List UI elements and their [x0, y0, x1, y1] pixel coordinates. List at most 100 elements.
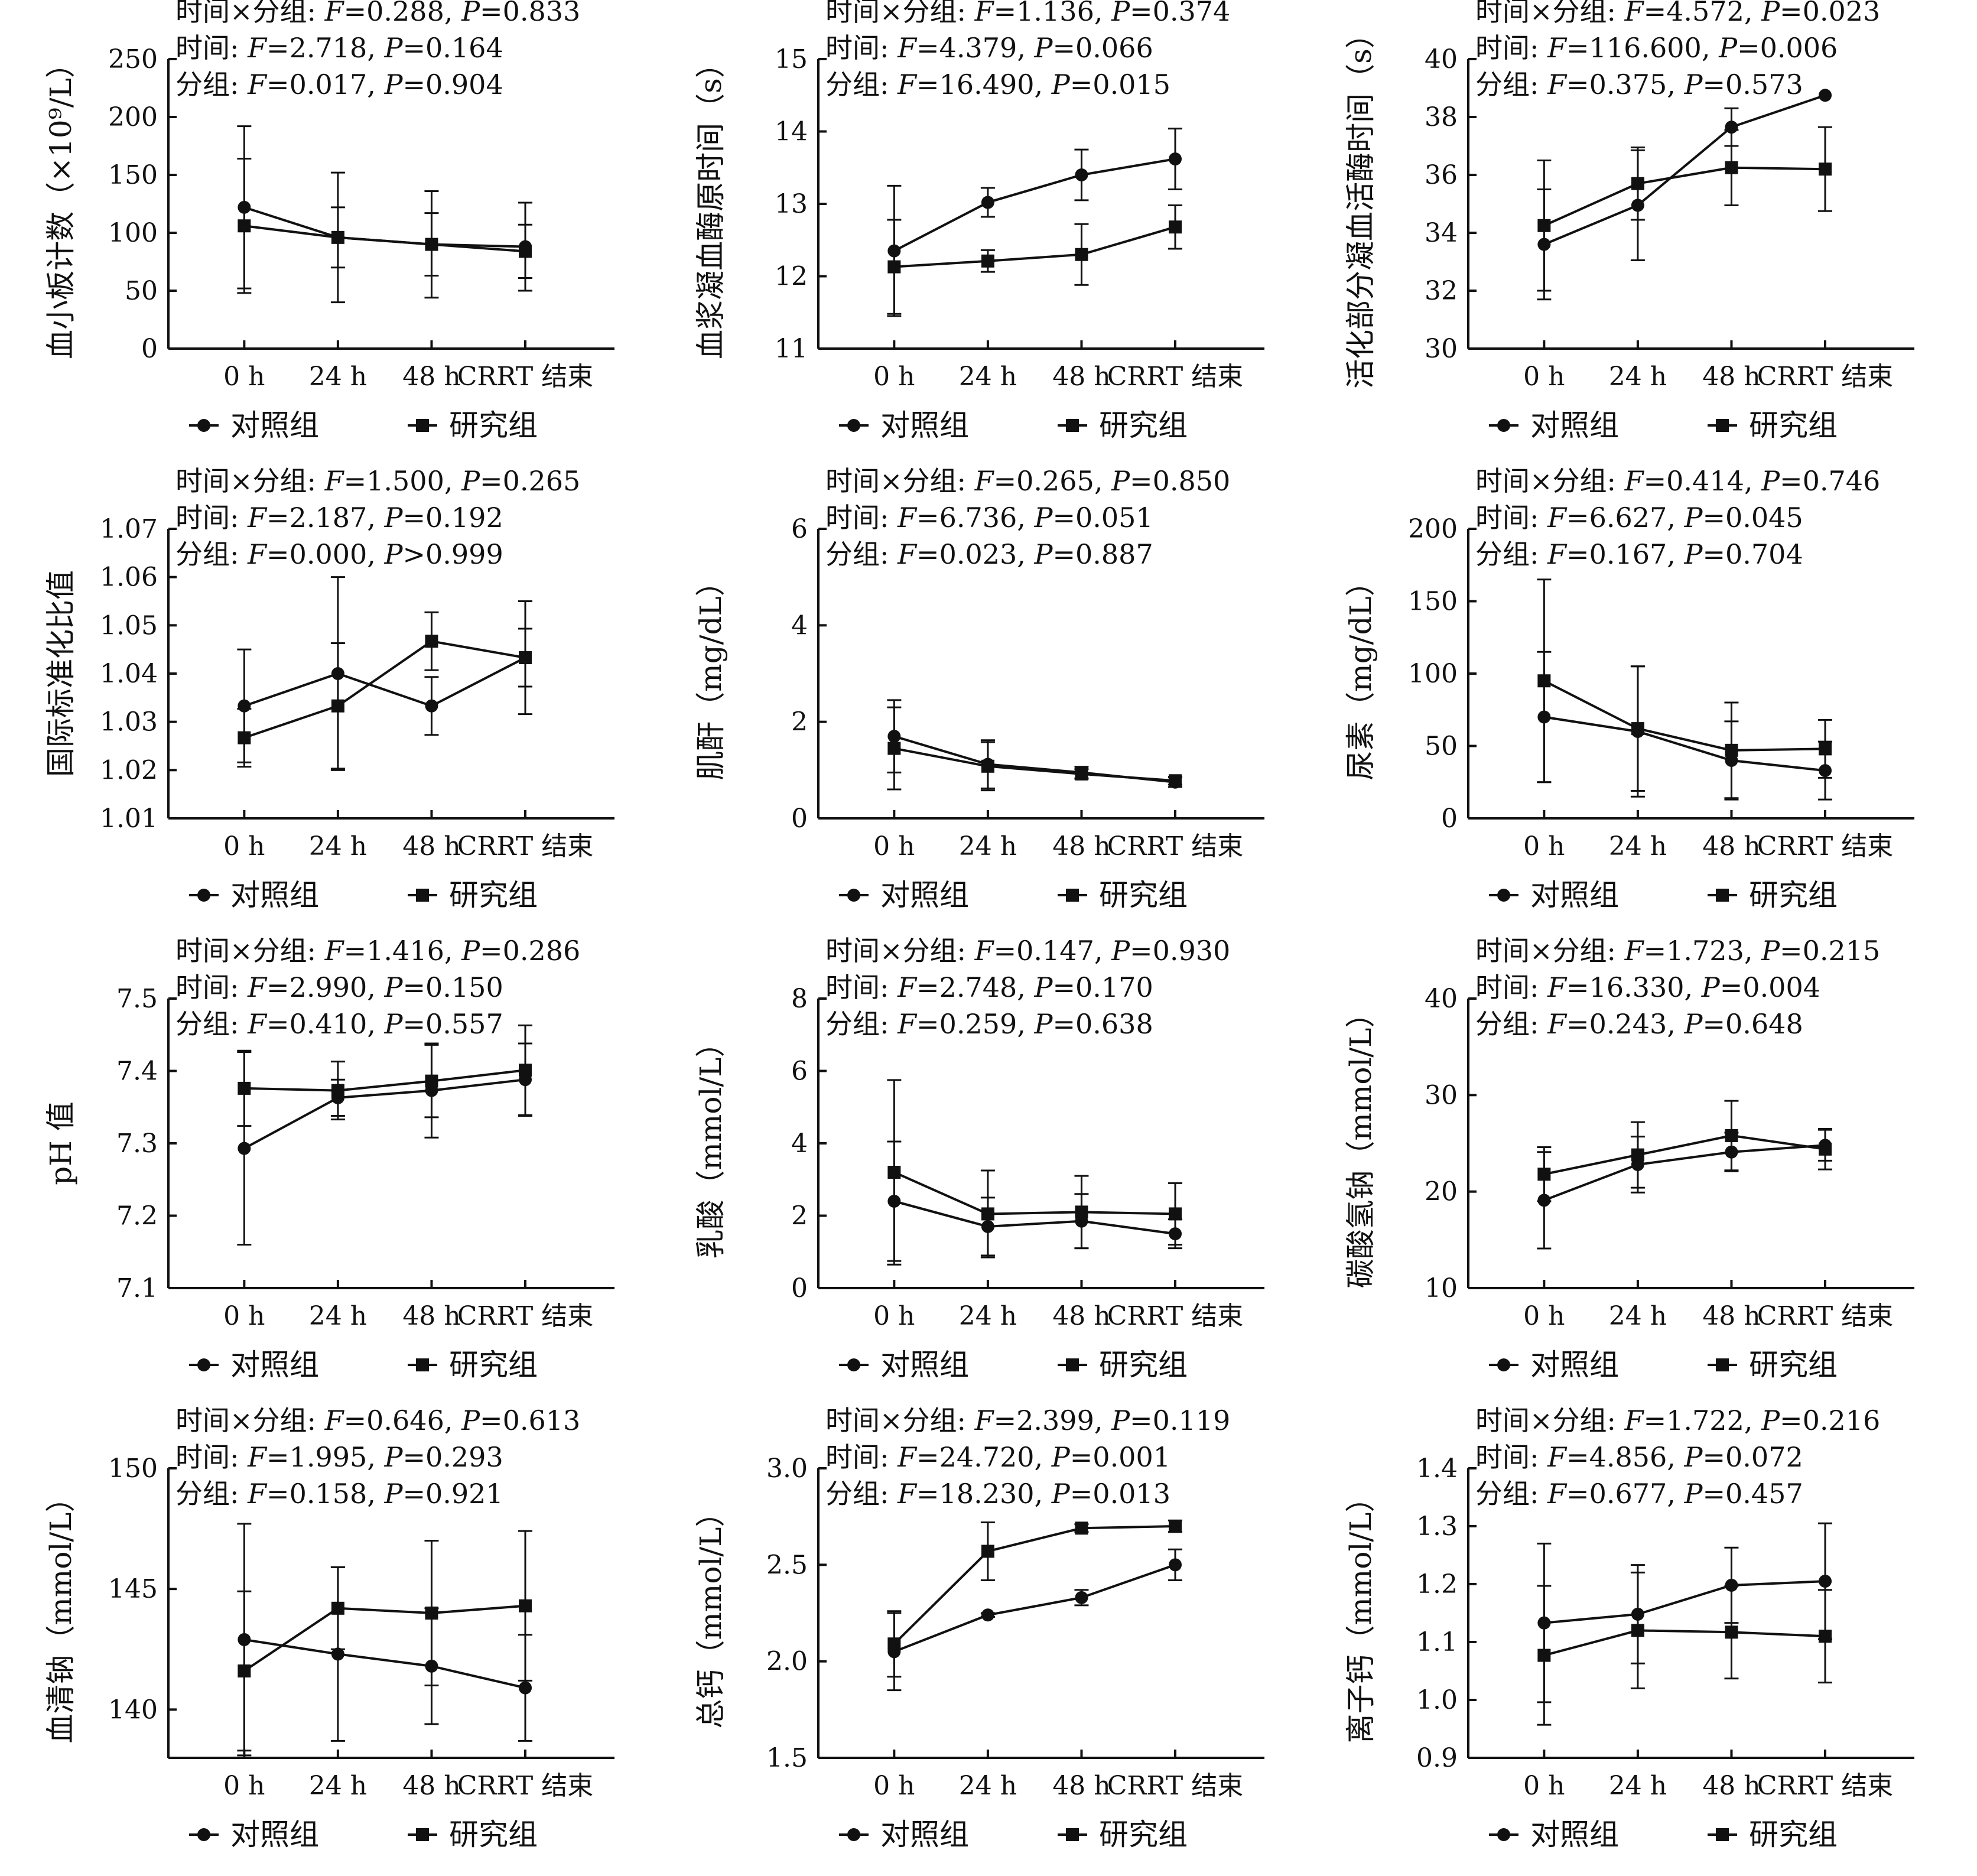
- data-point-study: [1169, 1207, 1182, 1221]
- stats-line-3: 分组: F=0.158, P=0.921: [175, 1478, 503, 1510]
- x-tick-label: 0 h: [1523, 1301, 1565, 1331]
- legend-marker-circle: [1497, 1358, 1510, 1371]
- stats-line-1: 时间×分组: F=1.136, P=0.374: [825, 0, 1230, 27]
- stats-line-1: 时间×分组: F=1.500, P=0.265: [175, 465, 580, 497]
- y-tick-label: 0.9: [1416, 1743, 1458, 1773]
- y-tick-label: 2: [791, 707, 808, 737]
- data-point-study: [1819, 1142, 1832, 1156]
- data-point-study: [1631, 722, 1644, 736]
- stats-line-2: 时间: F=6.627, P=0.045: [1475, 502, 1803, 534]
- data-point-control: [1819, 1575, 1832, 1588]
- data-point-study: [887, 1637, 901, 1651]
- series-line-study: [893, 1525, 1176, 1645]
- data-point-study: [1075, 248, 1088, 261]
- stats-line-2: 时间: F=4.379, P=0.066: [825, 32, 1153, 64]
- legend-label-study: 研究组: [449, 1818, 538, 1852]
- data-point-study: [238, 1081, 251, 1095]
- y-tick-label: 1.1: [1416, 1627, 1458, 1657]
- legend-label-study: 研究组: [1749, 1818, 1838, 1852]
- stats-line-1: 时间×分组: F=0.265, P=0.850: [825, 465, 1230, 497]
- stats-line-1: 时间×分组: F=0.147, P=0.930: [825, 935, 1230, 967]
- data-point-study: [1537, 1649, 1551, 1662]
- legend-marker-circle: [197, 1358, 210, 1371]
- stats-line-1: 时间×分组: F=0.646, P=0.613: [175, 1404, 580, 1436]
- data-point-study: [331, 230, 344, 244]
- data-point-study: [887, 742, 901, 755]
- y-tick-label: 2: [791, 1201, 808, 1231]
- series-line-control: [893, 1200, 1176, 1236]
- x-tick-label: 0 h: [223, 1771, 265, 1801]
- data-point-study: [238, 1664, 251, 1677]
- series-line-study: [894, 226, 1176, 268]
- stats-line-2: 时间: F=24.720, P=0.001: [825, 1441, 1170, 1473]
- y-tick-label: 7.3: [116, 1129, 158, 1159]
- data-point-study: [1169, 774, 1182, 788]
- y-tick-label: 100: [1408, 659, 1458, 689]
- x-tick-label: 24 h: [1609, 362, 1667, 392]
- y-axis-label: 血浆凝血酶原时间（s）: [694, 48, 728, 359]
- data-point-control: [1075, 1591, 1088, 1604]
- legend-label-study: 研究组: [1749, 878, 1838, 912]
- series-line-study: [243, 640, 526, 739]
- series-line-control: [1544, 716, 1826, 772]
- series-line-control: [1544, 1580, 1826, 1624]
- y-tick-label: 8: [791, 984, 808, 1014]
- data-point-study: [981, 1207, 994, 1221]
- x-tick-label: 24 h: [959, 1301, 1017, 1331]
- chart-panel-4: 1.01 1.02 1.03 1.04 1.05 1.06 1.07 0 h 24 h 48 hC…: [44, 465, 614, 912]
- y-tick-label: 40: [1425, 44, 1458, 74]
- legend-label-control: 对照组: [1530, 1818, 1619, 1852]
- y-tick-label: 1.03: [100, 707, 158, 737]
- legend-marker-square: [1716, 1828, 1729, 1841]
- legend-marker-square: [1716, 1358, 1729, 1371]
- x-tick-label: CRRT 结束: [1757, 1301, 1893, 1331]
- series-line-study: [1543, 1629, 1826, 1657]
- x-tick-label: 24 h: [309, 831, 367, 861]
- x-tick-label: 48 h: [402, 362, 460, 392]
- y-axis-label: 血清钠（mmol/L）: [44, 1483, 78, 1744]
- x-tick-label: 0 h: [1523, 831, 1565, 861]
- x-tick-label: 24 h: [309, 1771, 367, 1801]
- x-tick-label: 48 h: [402, 831, 460, 861]
- data-point-study: [1725, 161, 1738, 174]
- data-point-control: [519, 1681, 532, 1695]
- x-tick-label: 0 h: [873, 831, 915, 861]
- stats-line-2: 时间: F=1.995, P=0.293: [175, 1441, 503, 1473]
- x-tick-label: 48 h: [1702, 1771, 1760, 1801]
- legend-marker-square: [1716, 889, 1729, 902]
- legend-marker-circle: [847, 1828, 860, 1841]
- data-point-study: [887, 1166, 901, 1179]
- y-tick-label: 6: [791, 1056, 808, 1087]
- y-tick-label: 15: [775, 44, 808, 74]
- data-point-study: [519, 1599, 532, 1612]
- y-tick-label: 7.2: [116, 1201, 158, 1231]
- x-tick-label: 24 h: [309, 362, 367, 392]
- data-point-study: [1819, 1630, 1832, 1643]
- y-axis-label: 活化部分凝血活酶时间（s）: [1344, 19, 1378, 389]
- y-tick-label: 7.4: [116, 1056, 158, 1087]
- data-point-control: [1169, 1558, 1182, 1572]
- x-tick-label: 48 h: [402, 1771, 460, 1801]
- y-tick-label: 150: [108, 1454, 158, 1484]
- legend-label-study: 研究组: [449, 878, 538, 912]
- y-tick-label: 1.2: [1416, 1569, 1458, 1599]
- x-tick-label: 24 h: [309, 1301, 367, 1331]
- legend-label-control: 对照组: [230, 1348, 319, 1382]
- x-tick-label: 24 h: [959, 1771, 1017, 1801]
- y-tick-label: 50: [125, 276, 158, 306]
- series-line-control: [1543, 1144, 1826, 1202]
- data-point-control: [331, 1647, 344, 1661]
- y-tick-label: 1.3: [1416, 1511, 1458, 1542]
- legend-marker-square: [1066, 1358, 1079, 1371]
- data-point-study: [981, 759, 994, 773]
- y-tick-label: 200: [1408, 514, 1458, 544]
- legend-label-study: 研究组: [1099, 878, 1188, 912]
- stats-line-1: 时间×分组: F=0.414, P=0.746: [1475, 465, 1880, 497]
- stats-line-3: 分组: F=0.375, P=0.573: [1475, 69, 1803, 100]
- data-point-study: [1169, 220, 1182, 234]
- data-point-control: [1075, 168, 1088, 181]
- y-tick-label: 34: [1425, 218, 1458, 248]
